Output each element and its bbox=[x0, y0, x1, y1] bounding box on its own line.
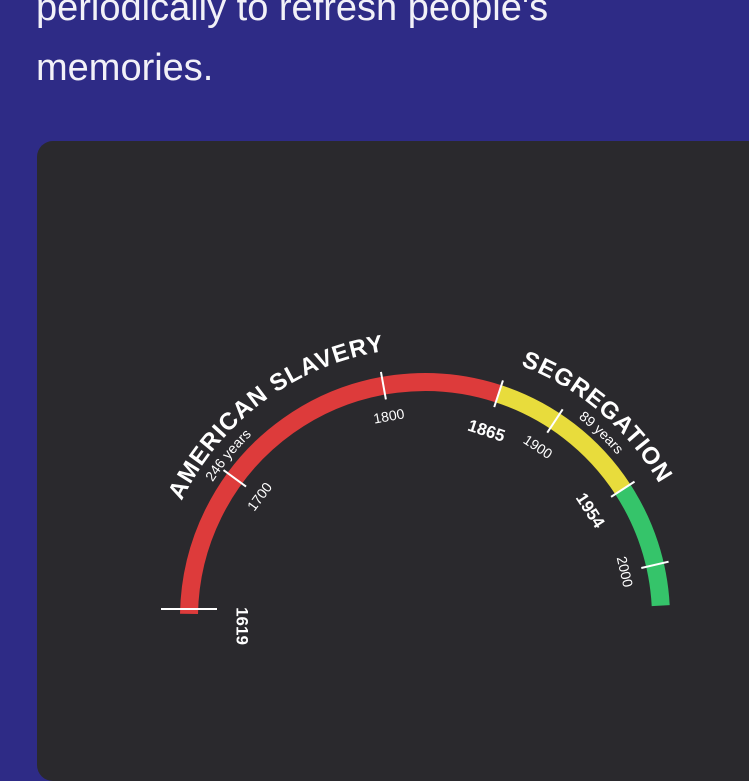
caption-line-2: memories. bbox=[36, 47, 214, 89]
segment-label-slavery: AMERICAN SLAVERY bbox=[163, 330, 386, 504]
tick-mark-1700 bbox=[222, 469, 247, 488]
tick-label-1900: 1900 bbox=[521, 431, 556, 462]
tick-label-1700: 1700 bbox=[244, 479, 275, 514]
tick-mark-1900 bbox=[546, 408, 564, 434]
tick-mark-1865 bbox=[493, 380, 504, 408]
segment-arc-3 bbox=[615, 484, 670, 607]
timeline-card: 1619 1700 1800 1865 1900 1954 2000 AMERICAN SL… bbox=[37, 141, 749, 781]
tick-label-1619: 1619 bbox=[233, 607, 252, 645]
tick-mark-2000 bbox=[641, 560, 669, 569]
tick-label-1800: 1800 bbox=[372, 405, 406, 426]
post-caption: periodically to refresh people's memorie… bbox=[36, 0, 548, 98]
segment-arc-1 bbox=[180, 373, 502, 615]
tick-mark-1954 bbox=[610, 480, 636, 498]
tick-label-2000: 2000 bbox=[614, 555, 637, 589]
segment-arc-2 bbox=[495, 385, 631, 495]
tick-label-1865: 1865 bbox=[466, 416, 508, 446]
caption-line-1: periodically to refresh people's bbox=[36, 0, 549, 29]
tick-mark-1800 bbox=[379, 371, 387, 400]
tick-label-1954: 1954 bbox=[572, 489, 609, 532]
